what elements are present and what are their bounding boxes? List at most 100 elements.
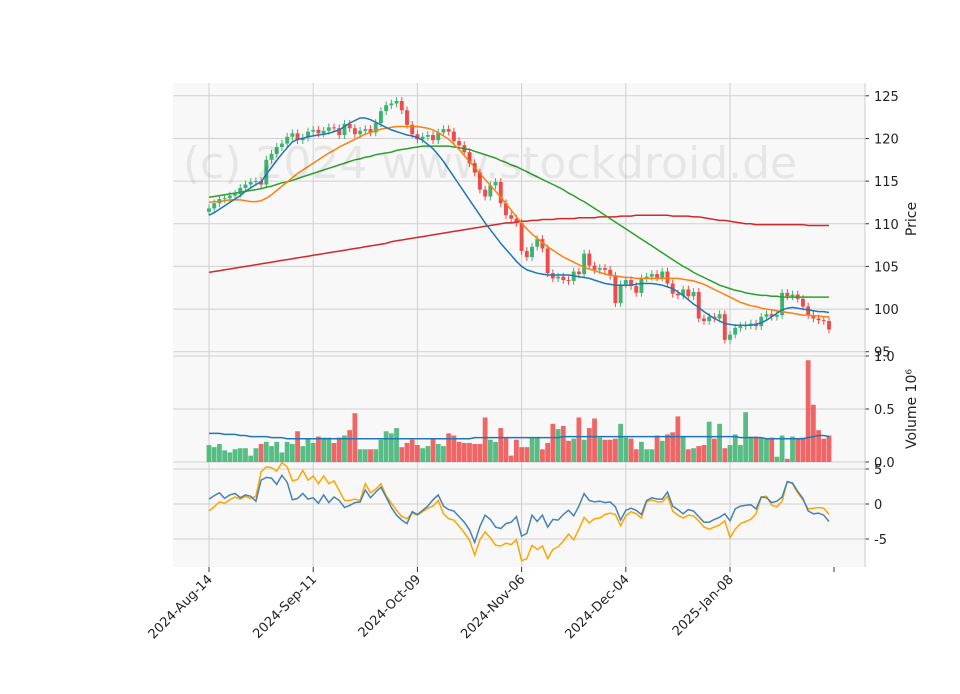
candle xyxy=(477,172,482,190)
volume-bar xyxy=(524,447,530,462)
ma-long-line xyxy=(208,145,829,298)
candle xyxy=(582,253,587,275)
volume-bar xyxy=(722,448,728,462)
volume-bar xyxy=(753,436,759,462)
volume-bar xyxy=(461,442,467,462)
candle xyxy=(279,143,284,147)
volume-bar xyxy=(540,449,545,462)
volume-bar xyxy=(493,441,498,462)
candle xyxy=(436,132,441,141)
volume-bar xyxy=(425,446,431,462)
candle xyxy=(457,141,462,146)
volume-bar xyxy=(451,435,457,462)
volume-bar xyxy=(373,449,379,462)
candle xyxy=(696,292,701,319)
volume-bar xyxy=(316,436,321,462)
volume-bar xyxy=(357,449,363,462)
volume-bar xyxy=(399,447,405,462)
volume-bar xyxy=(206,445,212,462)
watermark: (c) 2024 www.stockdroid.de xyxy=(183,138,797,189)
candle xyxy=(290,133,295,137)
candle xyxy=(556,276,561,279)
y-tick-label: 100 xyxy=(874,303,899,318)
volume-bar xyxy=(706,421,712,462)
candle xyxy=(603,268,607,270)
candle xyxy=(733,327,738,335)
volume-bar xyxy=(779,435,785,462)
volume-bar xyxy=(508,455,514,462)
volume-bar xyxy=(529,437,535,462)
candle xyxy=(649,274,654,277)
volume-bar xyxy=(795,438,801,462)
y-tick-label: 110 xyxy=(874,218,899,233)
candle xyxy=(540,239,545,249)
candle xyxy=(212,203,217,209)
volume-bar xyxy=(571,438,577,462)
volume-bar xyxy=(665,434,670,462)
volume-bar xyxy=(800,437,806,462)
volume-bar xyxy=(545,442,551,462)
volume-bar xyxy=(441,446,446,462)
candle xyxy=(618,284,623,304)
volume-bar xyxy=(821,438,827,462)
volume-bar xyxy=(790,436,795,462)
candle xyxy=(691,292,696,297)
volume-bar xyxy=(628,438,634,462)
volume-bar xyxy=(633,449,639,462)
volume-bar xyxy=(727,445,733,462)
candle xyxy=(425,135,430,137)
volume-bar xyxy=(784,458,790,462)
volume-bar xyxy=(774,456,780,462)
x-tick-label: 2024-Dec-04 xyxy=(563,572,633,642)
candle xyxy=(561,276,566,281)
volume-bar xyxy=(810,404,816,462)
candle xyxy=(675,293,680,296)
candle xyxy=(238,187,243,194)
candle xyxy=(530,246,534,258)
candle xyxy=(316,129,321,134)
candle xyxy=(384,105,389,112)
volume-bar xyxy=(597,437,603,462)
volume-bar xyxy=(701,445,707,462)
volume-bar xyxy=(274,441,280,462)
candle xyxy=(321,130,326,134)
volume-bar xyxy=(602,439,608,462)
y-tick-label: -5 xyxy=(874,533,887,548)
volume-bar xyxy=(717,423,722,462)
candle xyxy=(597,268,602,270)
volume-bar xyxy=(237,448,243,462)
candle xyxy=(420,136,425,140)
volume-bar xyxy=(477,443,483,462)
candle xyxy=(816,318,821,321)
candle xyxy=(264,159,269,185)
volume-bar xyxy=(659,440,665,462)
volume-bar xyxy=(232,449,238,462)
candle xyxy=(342,123,347,136)
candle xyxy=(269,153,274,160)
oscillator-line-b xyxy=(208,461,830,562)
candle xyxy=(655,274,660,278)
volume-bar xyxy=(805,360,811,462)
candle xyxy=(306,131,310,138)
price-axis-label: Price xyxy=(904,202,920,236)
candle xyxy=(441,129,446,133)
volume-bar xyxy=(487,439,493,462)
volume-bar xyxy=(383,431,389,462)
volume-bar xyxy=(211,447,217,462)
volume-bar xyxy=(269,446,274,462)
candle xyxy=(629,280,633,287)
y-tick-label: 5 xyxy=(874,463,882,478)
volume-bar xyxy=(472,443,478,462)
volume-bar xyxy=(592,418,597,462)
candle xyxy=(576,271,581,275)
volume-bar xyxy=(482,417,488,462)
volume-bar xyxy=(409,439,415,462)
candle xyxy=(233,193,238,196)
volume-bar xyxy=(680,436,686,462)
candle xyxy=(227,195,232,199)
y-tick-label: 95 xyxy=(874,346,891,361)
volume-bar xyxy=(623,437,629,462)
candle xyxy=(524,251,529,258)
volume-bar xyxy=(253,448,259,462)
